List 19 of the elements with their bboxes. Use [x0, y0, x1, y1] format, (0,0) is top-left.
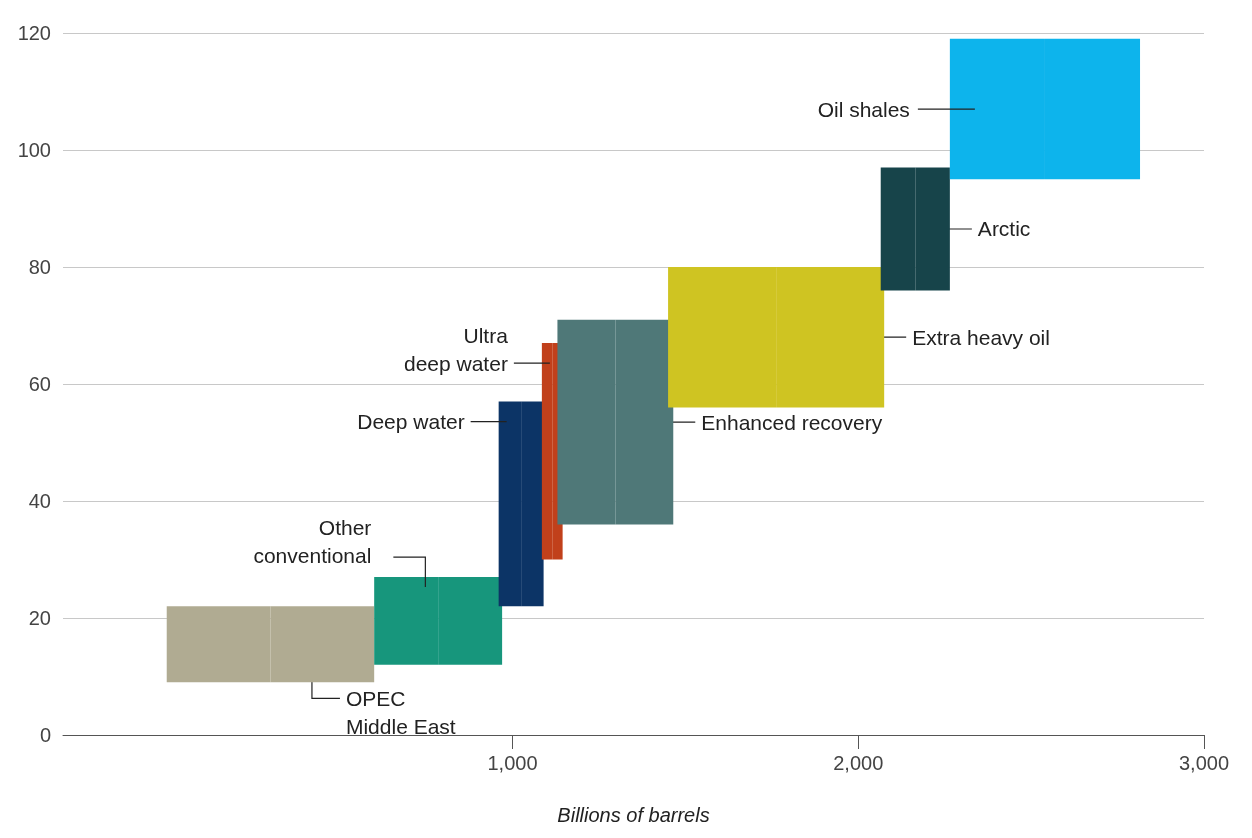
x-tick-label: 2,000 — [833, 752, 884, 774]
series-label: Oil shales — [817, 97, 910, 121]
series-label: Enhanced recovery — [701, 410, 883, 434]
x-tick-label: 3,000 — [1178, 752, 1230, 774]
series-label: Other conventional — [253, 515, 372, 567]
series-label: Arctic — [977, 217, 1031, 241]
y-tick-label: 60 — [28, 373, 51, 395]
series-label: Deep water — [357, 410, 465, 434]
y-tick-label: 80 — [28, 256, 51, 278]
series-label: OPEC Middle East — [345, 686, 456, 738]
x-axis-title: Billions of barrels — [557, 804, 710, 826]
x-tick-label: 1,000 — [487, 752, 538, 774]
series-label: Ultra deep water — [403, 323, 509, 375]
y-tick-label: 120 — [17, 22, 51, 44]
y-tick-label: 20 — [28, 607, 51, 629]
y-tick-label: 100 — [17, 139, 51, 161]
y-tick-label: 40 — [28, 490, 51, 512]
series-label: Extra heavy oil — [912, 325, 1050, 349]
y-tick-label: 0 — [39, 724, 51, 746]
